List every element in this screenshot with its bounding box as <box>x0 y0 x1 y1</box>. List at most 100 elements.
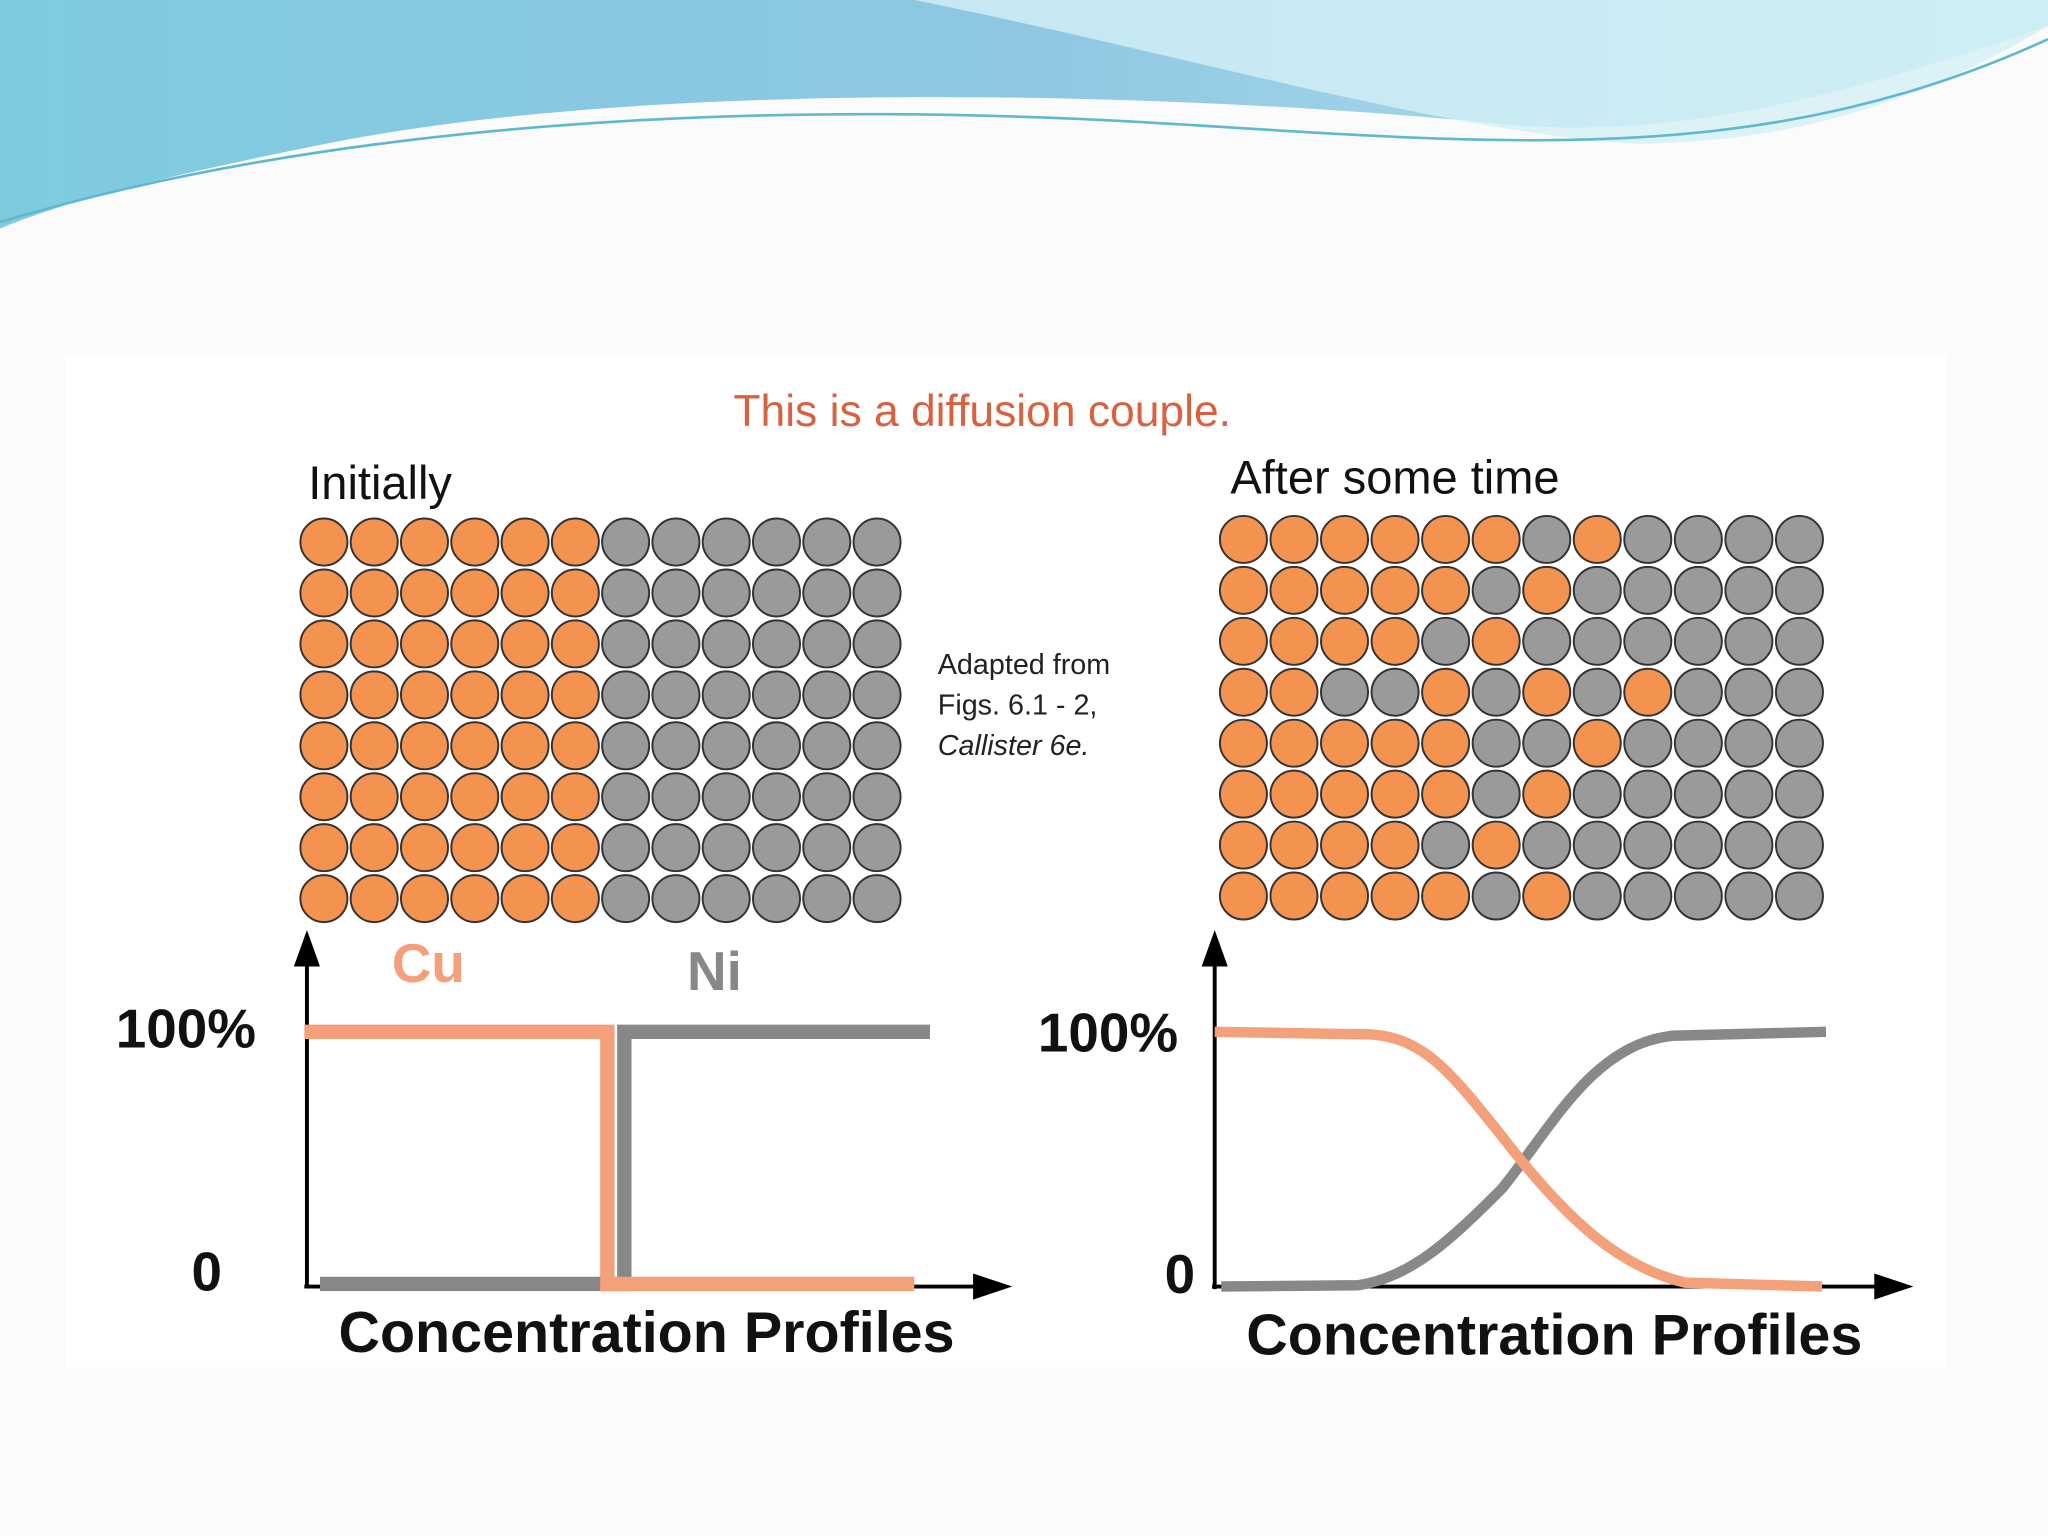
cu-atom <box>450 670 500 720</box>
ni-atom <box>1724 871 1774 921</box>
ni-atom <box>1471 871 1521 921</box>
cu-atom <box>1421 667 1471 717</box>
cu-atom <box>1421 565 1471 615</box>
cu-atom <box>450 772 500 822</box>
cu-atom <box>299 670 349 720</box>
cu-atom <box>450 721 500 771</box>
ni-atom <box>701 874 751 924</box>
header-wave-light <box>914 0 2048 144</box>
ni-atom <box>601 670 651 720</box>
ni-atom <box>1774 514 1824 564</box>
ni-atom <box>852 874 902 924</box>
cu-atom <box>550 619 600 669</box>
ni-atom <box>1421 616 1471 666</box>
cu-atom <box>349 874 399 924</box>
cu-atom <box>500 517 550 567</box>
cu-atom <box>1370 820 1420 870</box>
ni-atom <box>701 517 751 567</box>
ni-atom <box>1623 514 1673 564</box>
ni-atom <box>1673 769 1723 819</box>
ni-atom <box>1471 718 1521 768</box>
ni-atom <box>1673 616 1723 666</box>
cu-atom <box>500 874 550 924</box>
cu-atom <box>1269 769 1319 819</box>
cu-atom <box>349 517 399 567</box>
ni-atom <box>1471 769 1521 819</box>
cu-atom <box>1218 769 1268 819</box>
cu-atom <box>299 874 349 924</box>
ni-atom <box>1572 565 1622 615</box>
ni-atom <box>601 874 651 924</box>
cu-atom <box>450 517 500 567</box>
ni-atom <box>1623 718 1673 768</box>
cu-atom <box>1320 769 1370 819</box>
cu-atom <box>500 721 550 771</box>
cu-atom <box>399 517 449 567</box>
cu-atom <box>1269 565 1319 615</box>
ni-atom <box>601 517 651 567</box>
ni-atom <box>1673 565 1723 615</box>
ni-atom <box>1623 820 1673 870</box>
ni-atom <box>1774 769 1824 819</box>
ni-atom <box>802 619 852 669</box>
cu-atom <box>500 619 550 669</box>
cu-atom <box>299 823 349 873</box>
cu-atom <box>1218 514 1268 564</box>
panel-label: Initially <box>308 456 452 509</box>
ni-atom <box>1673 667 1723 717</box>
cu-atom <box>550 772 600 822</box>
ni-atom <box>1724 667 1774 717</box>
cu-atom <box>1320 820 1370 870</box>
cu-atom <box>399 670 449 720</box>
ni-atom <box>1623 565 1673 615</box>
ni-atom <box>751 721 801 771</box>
cu-atom <box>1370 871 1420 921</box>
atom-grid <box>1218 514 1824 921</box>
cu-atom <box>1471 514 1521 564</box>
x-label: Concentration Profiles <box>338 1301 954 1365</box>
ni-atom <box>1471 565 1521 615</box>
cu-atom <box>550 670 600 720</box>
cu-atom <box>1370 718 1420 768</box>
cu-atom <box>399 772 449 822</box>
cu-atom <box>399 568 449 618</box>
ni-atom <box>802 823 852 873</box>
cu-atom <box>349 772 399 822</box>
profile-left: Cu Ni 100% 0 Concentration Profiles <box>116 929 1013 1365</box>
panel-label: After some time <box>1230 451 1559 504</box>
ni-atom <box>701 823 751 873</box>
ni-atom <box>1673 871 1723 921</box>
ni-atom <box>651 823 701 873</box>
cu-atom <box>349 721 399 771</box>
ni-atom <box>701 721 751 771</box>
ni-atom <box>1774 820 1824 870</box>
ni-atom <box>1724 616 1774 666</box>
ni-atom <box>651 568 701 618</box>
profile-right: 100% 0 Concentration Profiles <box>1038 929 1914 1367</box>
arrow <box>293 929 320 967</box>
ni-atom <box>852 517 902 567</box>
cu-atom <box>1218 565 1268 615</box>
cu-atom <box>299 619 349 669</box>
element-label: Ni <box>687 940 742 1002</box>
cu-atom <box>1269 667 1319 717</box>
ni-atom <box>1572 820 1622 870</box>
ni-atom <box>1673 718 1723 768</box>
cu-atom <box>1269 514 1319 564</box>
ni-atom <box>651 874 701 924</box>
ni-atom <box>651 619 701 669</box>
ni-atom <box>1623 616 1673 666</box>
cu-atom <box>299 721 349 771</box>
ni-atom <box>1320 667 1370 717</box>
ni-atom <box>751 517 801 567</box>
ni-atom <box>701 568 751 618</box>
ni-atom <box>1774 718 1824 768</box>
ni-profile <box>320 1024 930 1292</box>
ni-atom <box>852 823 902 873</box>
credit-text: Adapted from <box>938 649 1110 681</box>
cu-atom <box>1320 514 1370 564</box>
ni-atom <box>802 568 852 618</box>
cu-atom <box>450 874 500 924</box>
